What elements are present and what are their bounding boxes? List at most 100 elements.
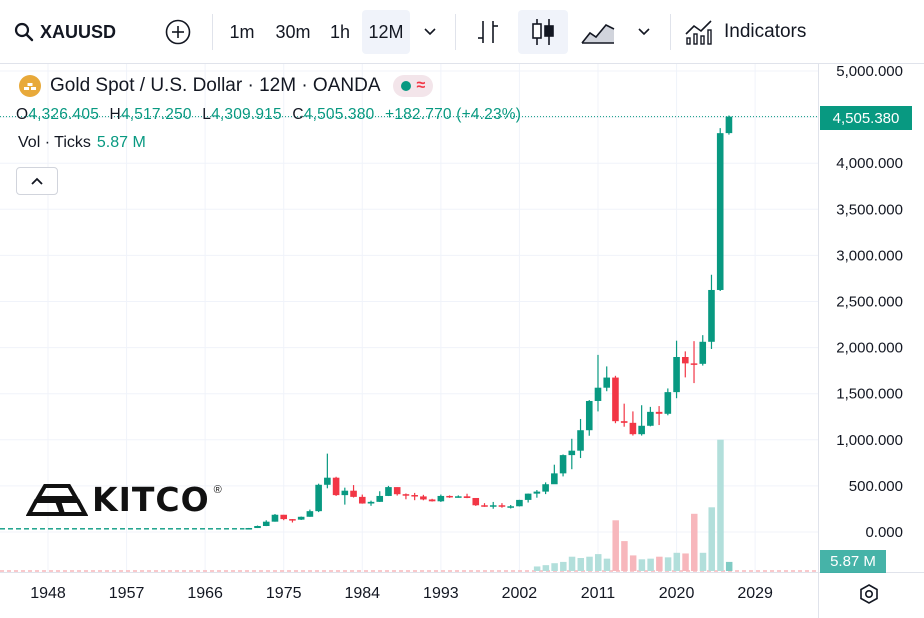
volume-bar (656, 556, 663, 571)
collapse-legend-button[interactable] (16, 167, 58, 195)
candle-body (594, 387, 602, 401)
volume-bar (699, 552, 707, 571)
volume-bar (612, 520, 619, 571)
gold-coin-icon (19, 75, 41, 97)
candle-body (245, 528, 253, 530)
candle-body (455, 496, 462, 498)
ohlc-values: O4,326.405 H4,517.250 L4,309.915 C4,505.… (16, 106, 521, 124)
volume-bar (542, 565, 550, 571)
registered-mark: ® (213, 484, 222, 496)
time-tick-label: 2002 (502, 585, 538, 602)
open-key: O (16, 106, 29, 123)
candle-body (629, 422, 637, 435)
volume-bar (586, 556, 593, 571)
candle-body (481, 505, 488, 507)
open-value: 4,326.405 (28, 106, 100, 123)
time-tick-label: 2011 (581, 585, 616, 602)
time-axis[interactable]: 1948 1957 1966 1975 1984 1993 2002 2011 2020 2029 (30, 585, 773, 602)
candle-body (358, 496, 366, 504)
price-tick-label: 2,000.000 (836, 340, 903, 357)
candle-body (568, 450, 576, 456)
change-value: +182.770 (+4.23%) (385, 106, 522, 123)
candle-body (315, 484, 322, 512)
high-key: H (109, 106, 121, 123)
volume-bar (629, 555, 637, 571)
candle-body (420, 496, 427, 500)
volume-bar (647, 558, 654, 571)
volume-bar (533, 566, 541, 571)
candle-body (699, 341, 707, 364)
volume-bars (0, 439, 818, 572)
indicators-button[interactable]: Indicators (684, 14, 806, 50)
add-symbol-button[interactable] (160, 14, 196, 50)
candles (0, 115, 733, 530)
interval-30m-button[interactable]: 30m (275, 21, 311, 42)
interval-1m-button[interactable]: 1m (229, 21, 255, 42)
candle-body (524, 493, 532, 500)
kitco-bars-icon (26, 483, 88, 516)
price-tick-label: 5,000.000 (836, 64, 903, 80)
bar-style-button[interactable] (468, 14, 508, 50)
time-tick-label: 2020 (659, 585, 695, 602)
price-axis[interactable]: 5,000.0004,500.0004,000.0003,500.0003,00… (836, 64, 903, 541)
candle-body (559, 455, 567, 474)
candle-body (516, 499, 523, 507)
candle-body (367, 501, 375, 504)
time-tick-label: 1966 (187, 585, 223, 602)
delayed-data-icon: ≈ (416, 77, 426, 94)
interval-dropdown-button[interactable] (416, 14, 444, 50)
volume-bar (560, 561, 567, 571)
volume-bar (673, 552, 681, 571)
low-value: 4,309.915 (211, 106, 282, 123)
toolbar-divider (212, 14, 213, 50)
market-status-badge[interactable]: ≈ (392, 75, 434, 97)
candle-body (350, 490, 357, 497)
time-tick-label: 1957 (109, 585, 145, 602)
price-tick-label: 1,500.000 (836, 386, 903, 403)
close-value: 4,505.380 (303, 106, 375, 123)
candle-body (585, 400, 593, 431)
price-tick-label: 3,000.000 (836, 247, 903, 264)
candle-body (393, 487, 401, 495)
interval-1h-button[interactable]: 1h (329, 21, 351, 42)
volume-bar (603, 558, 611, 571)
candle-body (324, 477, 331, 485)
candle-body (673, 357, 680, 393)
candle-body (507, 506, 514, 508)
candle-body (551, 473, 558, 485)
toolbar-divider (670, 14, 671, 50)
volume-bar (691, 513, 698, 571)
volume-bar (594, 554, 602, 571)
candle-body (472, 497, 480, 506)
candle-body (428, 499, 436, 502)
volume-bar (682, 553, 689, 571)
area-style-button[interactable] (576, 14, 620, 50)
candle-body (489, 505, 497, 507)
volume-bar (725, 561, 733, 571)
candle-body (725, 116, 733, 134)
chart-style-dropdown-button[interactable] (630, 14, 658, 50)
bar-style-icon (478, 21, 498, 43)
price-tick-label: 1,000.000 (836, 432, 903, 449)
market-open-dot-icon (400, 81, 411, 91)
candle-body (385, 487, 392, 496)
chart-settings-button[interactable] (856, 581, 882, 607)
last-volume-tag: 5.87 M (820, 550, 886, 573)
candle-style-button[interactable] (518, 10, 568, 54)
kitco-logo: KITCO ® (26, 480, 222, 519)
candle-body (533, 491, 541, 494)
time-tick-label: 1948 (30, 585, 66, 602)
toolbar-divider (455, 14, 456, 50)
chevron-down-icon (638, 28, 650, 36)
symbol-title: Gold Spot / U.S. Dollar · 12M · OANDA (50, 75, 381, 96)
price-tick-label: 4,000.000 (836, 155, 903, 172)
low-key: L (202, 106, 212, 123)
interval-12M-button[interactable]: 12M (362, 10, 410, 54)
candle-body (332, 477, 340, 496)
symbol-search-button[interactable]: XAUUSD (14, 14, 116, 50)
candle-body (254, 526, 261, 529)
volume-bar (621, 541, 628, 571)
candle-body (437, 495, 445, 502)
price-tick-label: 2,500.000 (836, 294, 903, 311)
candle-body (664, 392, 672, 414)
